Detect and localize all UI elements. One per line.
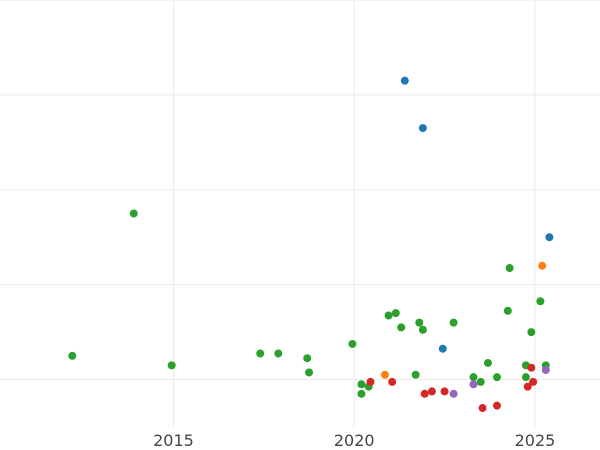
data-point [420,389,429,398]
data-point [397,323,406,332]
data-point [538,261,547,270]
data-point [357,389,366,398]
data-point [418,124,427,133]
data-point [469,380,478,389]
data-point [527,363,536,372]
data-point [469,373,478,382]
data-point [536,297,545,306]
data-point [129,209,138,218]
data-point [303,354,312,363]
data-point [449,318,458,327]
data-point [492,401,501,410]
data-point [348,339,357,348]
data-point [476,377,485,386]
data-point [529,377,538,386]
data-point [527,328,536,337]
data-point [256,349,265,358]
data-point [357,380,366,389]
data-point [427,387,436,396]
data-point [521,373,530,382]
x-tick-labels: 2015 2020 2025 [153,431,555,450]
data-point [505,264,514,273]
x-gridlines [172,0,536,427]
data-point [492,373,501,382]
data-point [483,358,492,367]
data-point [478,404,487,413]
data-point [274,349,283,358]
x-tick-label: 2025 [515,431,556,450]
data-point [440,387,449,396]
y-gridlines [0,0,600,381]
x-tick-label: 2020 [334,431,375,450]
data-points [68,76,554,413]
data-point [449,389,458,398]
data-point [418,325,427,334]
data-point [384,311,393,320]
data-point [438,344,447,353]
data-point [503,306,512,315]
data-point [541,366,550,375]
data-point [388,377,397,386]
data-point [400,76,409,85]
data-point [380,370,389,379]
data-point [305,368,314,377]
data-point [523,382,532,391]
x-tick-label: 2015 [153,431,194,450]
data-point [411,370,420,379]
data-point [545,233,554,242]
data-point [391,309,400,318]
data-point [415,318,424,327]
data-point [68,351,77,360]
data-point [167,361,176,370]
data-point [366,377,375,386]
